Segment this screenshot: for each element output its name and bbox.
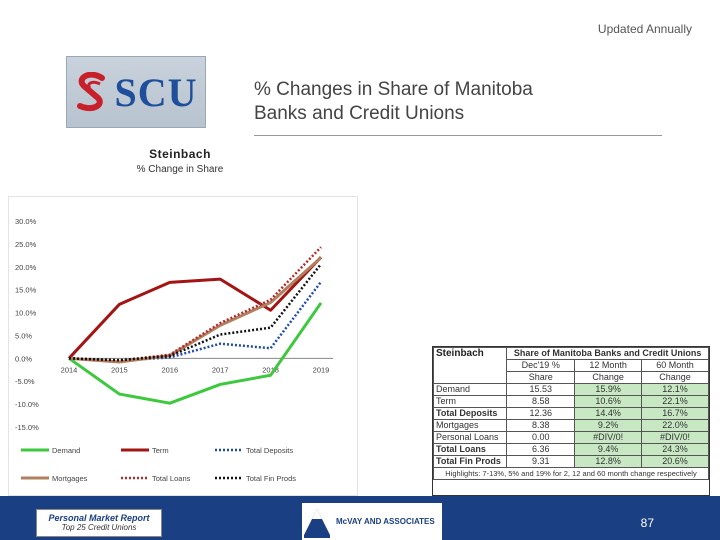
slide-title: % Changes in Share of Manitoba Banks and… xyxy=(254,78,584,126)
legend-label: Mortgages xyxy=(52,474,88,483)
y-tick-label: -15.0% xyxy=(15,423,39,432)
x-tick-label: 2016 xyxy=(161,365,178,374)
report-badge: Personal Market Report Top 25 Credit Uni… xyxy=(36,509,162,537)
table-row: Mortgages 8.38 9.2% 22.0% xyxy=(432,419,709,432)
row-share: 12.36 xyxy=(506,407,576,420)
title-divider xyxy=(254,135,662,136)
row-12-month: 10.6% xyxy=(574,395,643,408)
report-subtitle: Top 25 Credit Unions xyxy=(61,523,137,532)
chart-area: 30.0% 25.0% 20.0% 15.0% 10.0% 5.0% 0.0% -5.0% -1… xyxy=(8,196,358,496)
row-label: Term xyxy=(432,395,508,408)
y-tick-label: 25.0% xyxy=(15,240,37,249)
series-line-term xyxy=(67,256,323,360)
y-tick-label: -10.0% xyxy=(15,400,39,409)
mcvay-logo: McVAY AND ASSOCIATES xyxy=(302,503,442,540)
row-12-month: 15.9% xyxy=(574,383,643,396)
col-12-subheader: Change xyxy=(574,371,643,384)
row-share: 6.36 xyxy=(506,443,576,456)
row-12-month: #DIV/0! xyxy=(574,431,643,444)
legend-label: Demand xyxy=(52,446,80,455)
share-table-container: Steinbach Share of Manitoba Banks and Cr… xyxy=(432,346,710,496)
row-60-month: 24.3% xyxy=(641,443,709,456)
col-60-header: 60 Month xyxy=(641,359,709,372)
row-60-month: 12.1% xyxy=(641,383,709,396)
table-row: Term 8.58 10.6% 22.1% xyxy=(432,395,709,408)
y-tick-label: 10.0% xyxy=(15,309,37,318)
series-line-total-fin-prods xyxy=(68,263,322,362)
row-12-month: 12.8% xyxy=(574,455,643,468)
x-tick-label: 2019 xyxy=(313,365,330,374)
scu-logo: SCU xyxy=(66,56,206,128)
table-row: Total Loans 6.36 9.4% 24.3% xyxy=(432,443,709,456)
series-line-demand xyxy=(68,302,323,405)
col-12-header: 12 Month xyxy=(574,359,643,372)
row-60-month: 22.0% xyxy=(641,419,709,432)
mcvay-brand-text: McVAY AND ASSOCIATES xyxy=(336,517,435,526)
row-share: 15.53 xyxy=(506,383,576,396)
table-row: Personal Loans 0.00 #DIV/0! #DIV/0! xyxy=(432,431,709,444)
row-12-month: 9.2% xyxy=(574,419,643,432)
row-12-month: 9.4% xyxy=(574,443,643,456)
line-chart: 30.0% 25.0% 20.0% 15.0% 10.0% 5.0% 0.0% -5.0% -1… xyxy=(15,217,333,483)
y-tick-label: 5.0% xyxy=(15,331,32,340)
y-tick-label: 30.0% xyxy=(15,217,37,226)
row-share: 9.31 xyxy=(506,455,576,468)
x-tick-label: 2017 xyxy=(212,365,229,374)
row-label: Total Loans xyxy=(432,443,508,456)
y-tick-label: 15.0% xyxy=(15,286,37,295)
row-60-month: 22.1% xyxy=(641,395,709,408)
table-header-main: Share of Manitoba Banks and Credit Union… xyxy=(506,347,709,360)
row-label: Demand xyxy=(432,383,508,396)
legend-label: Total Fin Prods xyxy=(246,474,296,483)
row-label: Total Deposits xyxy=(432,407,508,420)
legend-label: Term xyxy=(152,446,169,455)
col-dec-subheader: Share xyxy=(506,371,576,384)
row-share: 8.38 xyxy=(506,419,576,432)
table-row: Highlights: 7-13%, 5% and 19% for 2, 12 … xyxy=(433,467,709,480)
share-table: Steinbach Share of Manitoba Banks and Cr… xyxy=(432,347,709,480)
row-label: Personal Loans xyxy=(432,431,508,444)
row-share: 8.58 xyxy=(506,395,576,408)
row-label: Mortgages xyxy=(432,419,508,432)
scu-logo-text: SCU xyxy=(114,69,198,115)
scu-logo-mark-icon xyxy=(74,71,108,112)
col-dec-header: Dec'19 % xyxy=(506,359,576,372)
report-title: Personal Market Report xyxy=(48,513,150,523)
table-row: Total Deposits 12.36 14.4% 16.7% xyxy=(432,407,709,420)
chart-title: Steinbach xyxy=(149,147,211,161)
x-tick-label: 2015 xyxy=(111,365,128,374)
mountain-icon xyxy=(304,508,330,538)
series-line-total-loans xyxy=(68,246,322,362)
slide-title-line2: Banks and Credit Unions xyxy=(254,103,465,124)
y-tick-label: 20.0% xyxy=(15,263,37,272)
row-share: 0.00 xyxy=(506,431,576,444)
table-highlights: Highlights: 7-13%, 5% and 19% for 2, 12 … xyxy=(433,467,709,480)
slide-title-line1: % Changes in Share of Manitoba xyxy=(254,79,533,100)
row-label: Total Fin Prods xyxy=(432,455,508,468)
legend-label: Total Deposits xyxy=(246,446,293,455)
page-number: 87 xyxy=(640,516,654,530)
table-row: Total Fin Prods 9.31 12.8% 20.6% xyxy=(432,455,709,468)
y-tick-label: 0.0% xyxy=(15,354,32,363)
row-60-month: 20.6% xyxy=(641,455,709,468)
y-tick-label: -5.0% xyxy=(15,377,35,386)
table-corner-label: Steinbach xyxy=(432,347,508,384)
updated-annually-label: Updated Annually xyxy=(597,22,692,36)
x-tick-label: 2014 xyxy=(61,365,78,374)
table-row: Demand 15.53 15.9% 12.1% xyxy=(432,383,709,396)
row-60-month: 16.7% xyxy=(641,407,709,420)
col-60-subheader: Change xyxy=(641,371,709,384)
series-line-total-deposits xyxy=(68,281,322,362)
row-60-month: #DIV/0! xyxy=(641,431,709,444)
row-12-month: 14.4% xyxy=(574,407,643,420)
chart-subtitle: % Change in Share xyxy=(136,164,224,175)
legend-label: Total Loans xyxy=(152,474,191,483)
series-line-mortgages xyxy=(68,256,322,364)
x-tick-label: 2018 xyxy=(262,365,279,374)
